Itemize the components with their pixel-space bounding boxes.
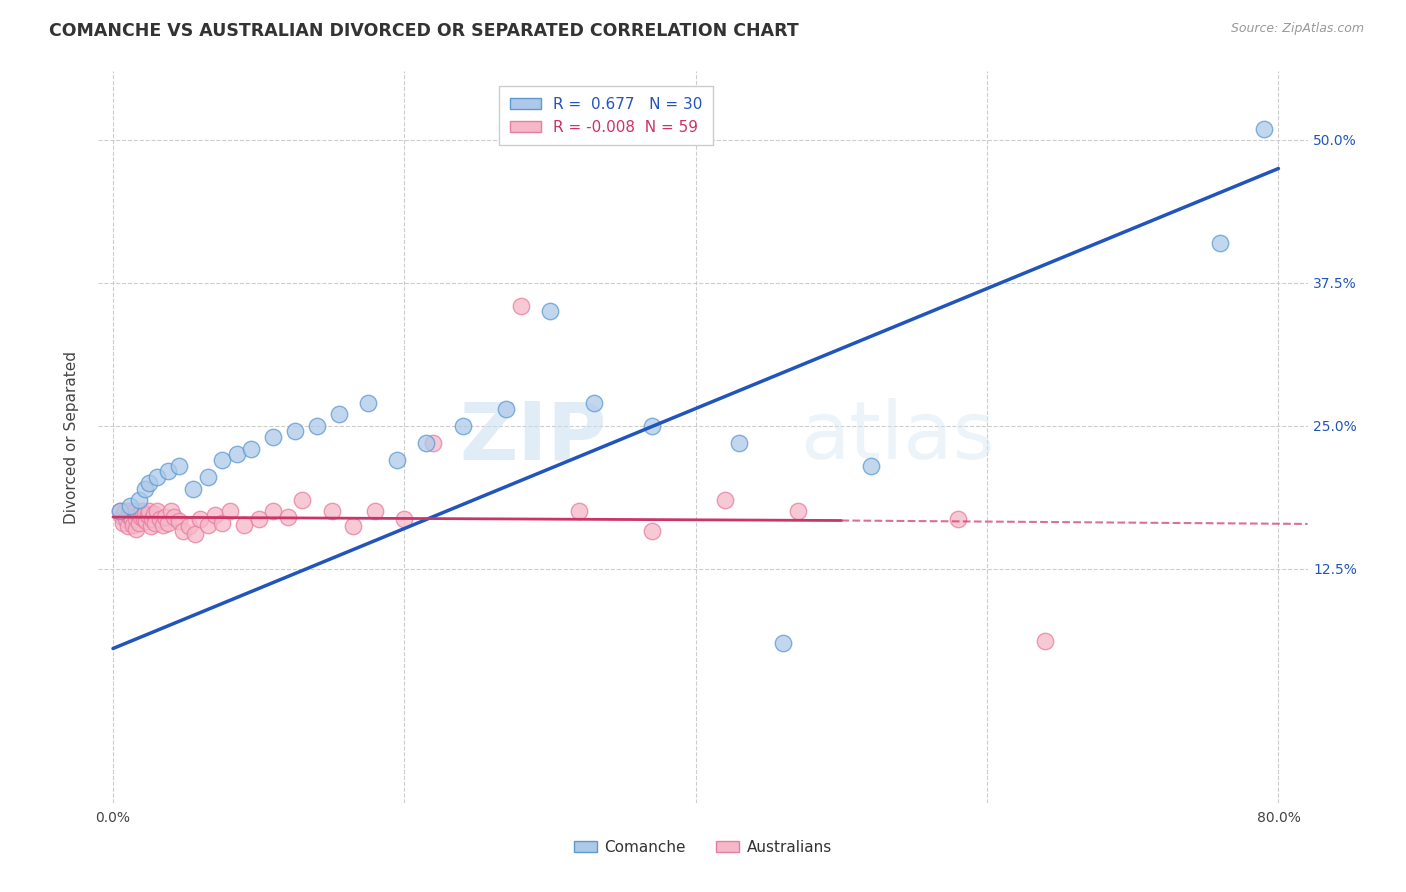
Point — [204, 508, 226, 522]
Point — [118, 504, 141, 518]
Point — [342, 519, 364, 533]
Point — [240, 442, 263, 456]
Point — [120, 499, 142, 513]
Point — [364, 504, 387, 518]
Point — [177, 519, 200, 533]
Point — [110, 504, 132, 518]
Point — [495, 401, 517, 416]
Point — [138, 475, 160, 490]
Text: Source: ZipAtlas.com: Source: ZipAtlas.com — [1230, 22, 1364, 36]
Point — [172, 524, 194, 538]
Point — [111, 510, 134, 524]
Point — [357, 396, 380, 410]
Point — [568, 504, 591, 518]
Point — [1033, 633, 1056, 648]
Point — [114, 504, 136, 518]
Point — [1253, 121, 1275, 136]
Point — [225, 447, 247, 461]
Point — [142, 507, 165, 521]
Point — [138, 504, 160, 518]
Point — [247, 512, 270, 526]
Point — [112, 516, 135, 530]
Text: ZIP: ZIP — [458, 398, 606, 476]
Point — [451, 418, 474, 433]
Point — [211, 516, 233, 530]
Point — [218, 504, 240, 518]
Point — [167, 458, 190, 473]
Point — [305, 418, 328, 433]
Point — [262, 430, 284, 444]
Point — [291, 492, 314, 507]
Point — [110, 504, 132, 518]
Point — [127, 508, 149, 522]
Point — [786, 504, 808, 518]
Point — [509, 299, 531, 313]
Point — [129, 510, 152, 524]
Point — [422, 435, 444, 450]
Point — [211, 453, 233, 467]
Point — [946, 512, 969, 526]
Point — [125, 521, 148, 535]
Text: atlas: atlas — [800, 398, 994, 476]
Point — [538, 304, 561, 318]
Point — [149, 512, 172, 526]
Point — [284, 425, 307, 439]
Point — [139, 519, 162, 533]
Point — [183, 527, 205, 541]
Point — [1209, 235, 1232, 250]
Point — [160, 504, 183, 518]
Point — [167, 514, 190, 528]
Point — [143, 516, 166, 530]
Point — [197, 518, 219, 533]
Point — [197, 470, 219, 484]
Point — [641, 524, 664, 538]
Point — [321, 504, 343, 518]
Point — [120, 510, 142, 524]
Point — [394, 512, 416, 526]
Point — [728, 435, 751, 450]
Point — [145, 470, 167, 484]
Point — [181, 482, 204, 496]
Point — [328, 407, 350, 421]
Point — [128, 516, 150, 530]
Point — [641, 418, 664, 433]
Point — [117, 519, 139, 533]
Point — [134, 482, 156, 496]
Point — [121, 512, 143, 526]
Point — [141, 512, 163, 526]
Point — [277, 510, 299, 524]
Point — [131, 504, 153, 518]
Text: COMANCHE VS AUSTRALIAN DIVORCED OR SEPARATED CORRELATION CHART: COMANCHE VS AUSTRALIAN DIVORCED OR SEPAR… — [49, 22, 799, 40]
Point — [145, 504, 167, 518]
Point — [714, 492, 737, 507]
Y-axis label: Divorced or Separated: Divorced or Separated — [65, 351, 79, 524]
Point — [190, 512, 212, 526]
Point — [124, 504, 146, 518]
Point — [152, 518, 174, 533]
Point — [128, 492, 150, 507]
Legend: Comanche, Australians: Comanche, Australians — [568, 834, 838, 861]
Point — [385, 453, 408, 467]
Point — [157, 464, 180, 478]
Point — [134, 507, 156, 521]
Point — [125, 512, 148, 526]
Point — [415, 435, 437, 450]
Point — [136, 508, 159, 522]
Point — [157, 516, 180, 530]
Point — [163, 510, 186, 524]
Point — [859, 458, 882, 473]
Point — [233, 518, 256, 533]
Point — [122, 518, 145, 533]
Point — [262, 504, 284, 518]
Point — [132, 512, 155, 526]
Point — [155, 510, 177, 524]
Point — [115, 512, 138, 526]
Point — [582, 396, 605, 410]
Point — [135, 514, 157, 528]
Point — [772, 636, 794, 650]
